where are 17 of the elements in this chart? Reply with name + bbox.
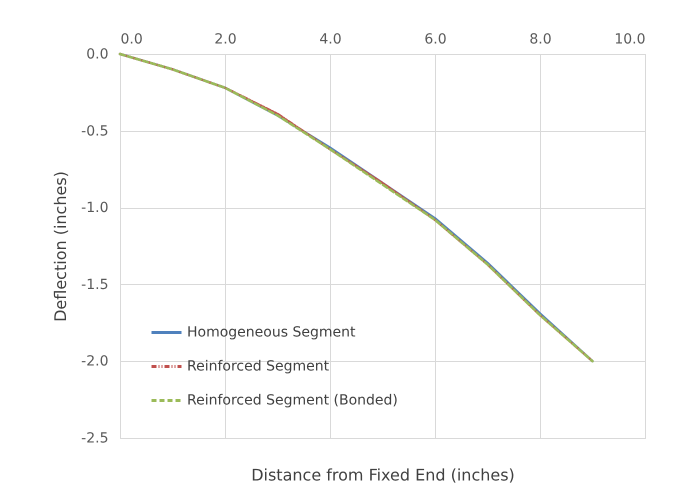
x-tick-label: 4.0 bbox=[319, 32, 342, 48]
x-tick-label: 6.0 bbox=[424, 32, 447, 48]
y-tick-label: -1.0 bbox=[81, 200, 108, 216]
y-tick-label: -1.5 bbox=[81, 276, 108, 293]
legend-label: Homogeneous Segment bbox=[187, 324, 356, 340]
x-tick-label: 2.0 bbox=[214, 32, 237, 48]
x-tick-label: 10.0 bbox=[614, 32, 646, 48]
y-tick-label: 0.0 bbox=[86, 46, 108, 62]
x-tick-label: 8.0 bbox=[529, 32, 552, 48]
x-axis-title: Distance from Fixed End (inches) bbox=[251, 466, 515, 484]
legend-label: Reinforced Segment bbox=[187, 358, 330, 374]
x-tick-label: 0.0 bbox=[120, 32, 143, 48]
y-tick-label: -0.5 bbox=[81, 123, 108, 140]
y-axis-title: Deflection (inches) bbox=[51, 171, 70, 322]
y-tick-label: -2.0 bbox=[81, 354, 108, 370]
legend-label: Reinforced Segment (Bonded) bbox=[187, 392, 398, 408]
y-tick-label: -2.5 bbox=[81, 430, 108, 446]
